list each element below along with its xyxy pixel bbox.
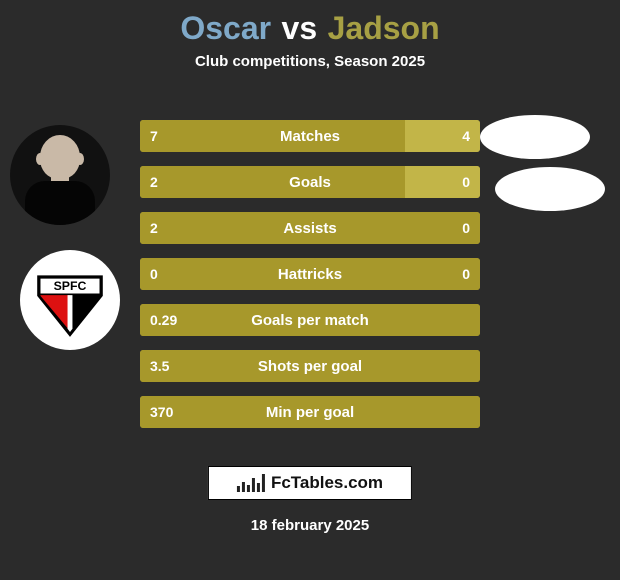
stat-row: 2 0 Goals: [140, 166, 480, 198]
player2-name: Jadson: [328, 10, 440, 46]
stat-row: 0 0 Hattricks: [140, 258, 480, 290]
player1-name: Oscar: [180, 10, 271, 46]
stat-value-left: 3.5: [140, 350, 179, 382]
stat-label: Min per goal: [266, 404, 354, 421]
spfc-badge-icon: SPFC: [29, 259, 111, 341]
stat-row: 3.5 Shots per goal: [140, 350, 480, 382]
player-silhouette: [10, 125, 110, 225]
player1-club-badge: SPFC: [20, 250, 120, 350]
logo-text: FcTables.com: [271, 473, 383, 493]
stat-row: 370 Min per goal: [140, 396, 480, 428]
stat-value-left: 370: [140, 396, 183, 428]
stat-label: Matches: [280, 128, 340, 145]
stats-container: 7 4 Matches 2 0 Goals 2 0 Assists 0 0 Hattricks 0.29…: [140, 120, 480, 442]
stat-label: Goals: [289, 174, 331, 191]
fctables-logo: FcTables.com: [208, 466, 412, 500]
stat-value-right: 0: [452, 166, 480, 198]
logo-bars-icon: [237, 474, 265, 492]
stat-value-left: 7: [140, 120, 168, 152]
player2-avatar-placeholder: [480, 115, 590, 159]
stat-value-left: 0.29: [140, 304, 187, 336]
comparison-title: Oscar vs Jadson: [0, 0, 620, 47]
date-text: 18 february 2025: [0, 517, 620, 534]
subtitle: Club competitions, Season 2025: [0, 53, 620, 70]
stat-fill-left: [140, 166, 405, 198]
player1-avatar: [10, 125, 110, 225]
stat-value-right: 0: [452, 212, 480, 244]
stat-value-right: 0: [452, 258, 480, 290]
stat-label: Shots per goal: [258, 358, 362, 375]
stat-label: Hattricks: [278, 266, 342, 283]
player2-club-placeholder: [495, 167, 605, 211]
stat-label: Assists: [283, 220, 336, 237]
stat-row: 7 4 Matches: [140, 120, 480, 152]
stat-value-right: 4: [452, 120, 480, 152]
stat-value-left: 2: [140, 212, 168, 244]
stat-row: 0.29 Goals per match: [140, 304, 480, 336]
vs-text: vs: [282, 10, 318, 46]
stat-fill-left: [140, 120, 405, 152]
stat-value-left: 2: [140, 166, 168, 198]
stat-row: 2 0 Assists: [140, 212, 480, 244]
svg-text:SPFC: SPFC: [54, 279, 87, 293]
stat-value-left: 0: [140, 258, 168, 290]
stat-label: Goals per match: [251, 312, 369, 329]
